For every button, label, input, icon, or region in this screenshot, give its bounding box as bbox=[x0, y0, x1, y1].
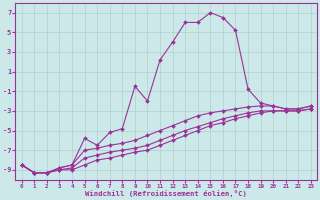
X-axis label: Windchill (Refroidissement éolien,°C): Windchill (Refroidissement éolien,°C) bbox=[85, 190, 247, 197]
